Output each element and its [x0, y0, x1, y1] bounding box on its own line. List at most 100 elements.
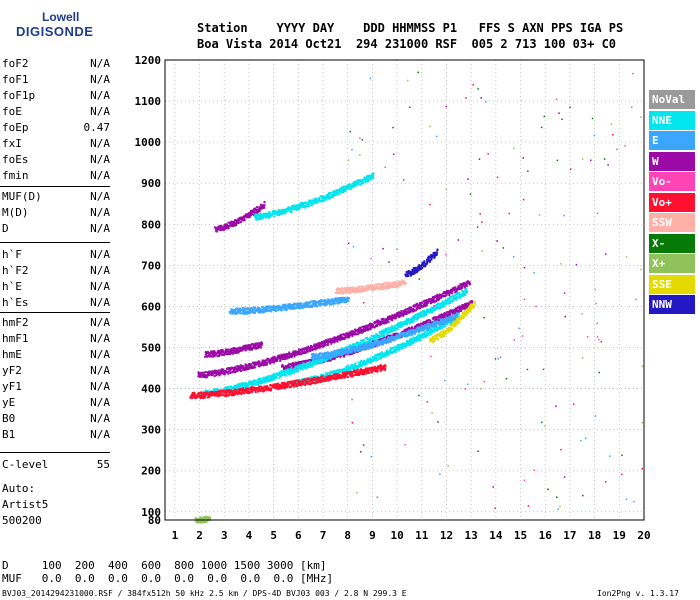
echo-point	[352, 331, 355, 334]
echo-point	[457, 296, 460, 299]
param-name: foEp	[2, 121, 29, 134]
echo-point	[459, 283, 462, 286]
echo-point	[425, 329, 428, 332]
echo-point	[232, 349, 235, 352]
echo-point	[382, 332, 385, 335]
echo-point	[213, 388, 216, 391]
echo-point	[346, 335, 349, 338]
echo-point	[316, 346, 319, 349]
echo-point	[296, 352, 299, 355]
echo-point	[308, 348, 311, 351]
echo-point	[345, 368, 348, 371]
echo-point	[451, 300, 454, 303]
echo-point	[208, 374, 211, 377]
echo-point	[347, 300, 350, 303]
echo-point	[262, 376, 265, 379]
echo-point	[405, 330, 408, 333]
echo-point	[419, 338, 422, 341]
echo-point	[312, 359, 315, 362]
echo-point	[265, 212, 268, 215]
echo-point	[335, 193, 338, 196]
echo-point	[333, 372, 336, 375]
echo-point	[409, 319, 412, 322]
echo-point	[356, 365, 359, 368]
echo-point	[213, 352, 216, 355]
echo-point	[342, 355, 345, 358]
echo-point	[457, 306, 460, 309]
echo-point	[293, 355, 296, 358]
echo-point	[442, 305, 445, 308]
echo-point	[429, 300, 432, 303]
echo-point	[305, 366, 308, 369]
echo-point	[384, 318, 387, 321]
param-value: N/A	[90, 57, 110, 70]
echo-point	[424, 304, 427, 307]
echo-point	[220, 225, 223, 228]
echo-point	[405, 319, 408, 322]
echo-point	[308, 362, 311, 365]
echo-point	[201, 373, 204, 376]
echo-point	[307, 204, 310, 207]
echo-point	[222, 226, 225, 229]
echo-point	[233, 369, 236, 372]
echo-point	[284, 211, 287, 214]
echo-point	[457, 311, 460, 314]
echo-point	[306, 366, 309, 369]
echo-point	[440, 324, 443, 327]
echo-point	[316, 305, 319, 308]
echo-point	[246, 365, 249, 368]
echo-point	[358, 363, 361, 366]
echo-point	[298, 351, 301, 354]
echo-point	[315, 343, 318, 346]
echo-point	[284, 374, 287, 377]
echo-point	[430, 307, 433, 310]
echo-point	[295, 380, 298, 383]
echo-point	[462, 307, 465, 310]
echo-point	[458, 292, 461, 295]
echo-point	[448, 296, 451, 299]
echo-point	[357, 332, 360, 335]
echo-point	[209, 373, 212, 376]
echo-point	[425, 313, 428, 316]
echo-point	[410, 306, 413, 309]
echo-point	[280, 355, 283, 358]
echo-point	[359, 183, 362, 186]
echo-point	[222, 350, 225, 353]
echo-point	[369, 359, 372, 362]
echo-point	[402, 309, 405, 312]
echo-point	[379, 320, 382, 323]
echo-point	[298, 353, 301, 356]
echo-point	[416, 305, 419, 308]
echo-point	[432, 296, 435, 299]
chart-points	[189, 71, 644, 524]
echo-point	[368, 359, 371, 362]
echo-point	[385, 330, 388, 333]
echo-point	[233, 224, 236, 227]
echo-point	[259, 216, 262, 219]
echo-point	[340, 369, 343, 372]
echo-point	[358, 327, 361, 330]
param-value: N/A	[90, 380, 110, 393]
echo-point	[383, 322, 386, 325]
echo-point	[425, 304, 428, 307]
echo-point	[219, 350, 222, 353]
echo-point	[426, 332, 429, 335]
echo-point	[316, 201, 319, 204]
echo-point	[446, 297, 449, 300]
echo-point	[224, 225, 227, 228]
echo-point	[352, 343, 355, 346]
echo-point	[271, 361, 274, 364]
echo-point	[448, 291, 451, 294]
echo-point	[273, 360, 276, 363]
echo-point	[442, 316, 445, 319]
echo-point	[308, 360, 311, 363]
param-row: hmF2 N/A	[2, 316, 110, 332]
echo-point	[381, 335, 384, 338]
echo-point	[201, 374, 204, 377]
param-row: h`F2 N/A	[2, 264, 110, 280]
echo-point	[233, 386, 236, 389]
echo-point	[244, 384, 247, 387]
echo-point	[359, 341, 362, 344]
echo-point	[281, 358, 284, 361]
echo-point	[438, 306, 441, 309]
